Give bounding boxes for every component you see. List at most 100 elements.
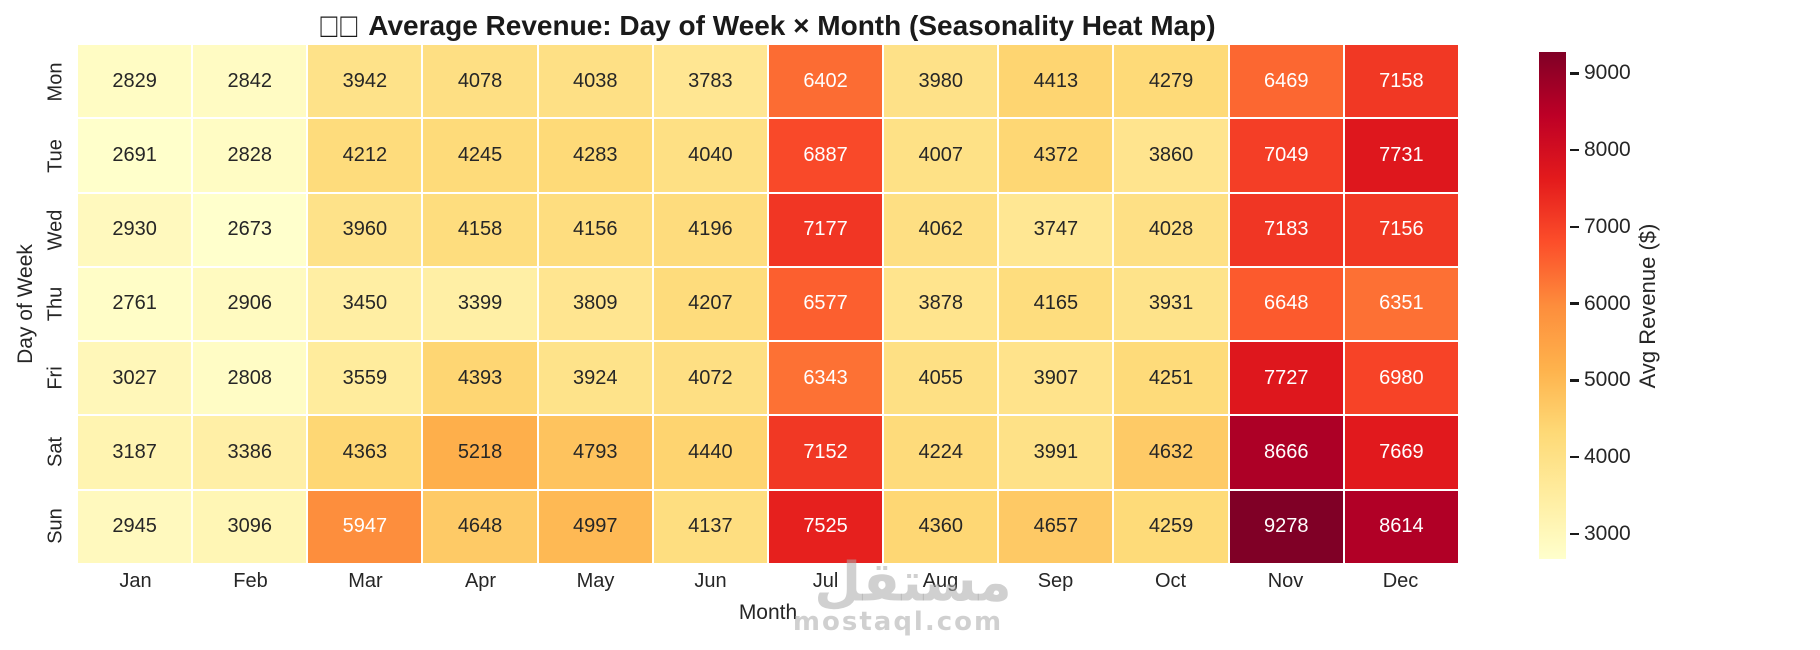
heatmap-cell: 7183 [1229,193,1343,266]
heatmap-cell: 8614 [1344,490,1458,563]
y-tick-label: Sat [44,436,67,468]
heatmap-cell: 4040 [653,119,767,192]
y-tick-label: Thu [44,286,67,322]
heatmap-cell: 4212 [308,119,422,192]
heatmap-cell: 4055 [884,342,998,415]
x-tick-label: Aug [922,570,959,592]
heatmap-cell: 5947 [308,490,422,563]
colorbar-tick-mark [1570,455,1579,459]
heatmap-cell: 6343 [768,342,883,415]
heatmap-cell: 3027 [78,342,192,415]
heatmap-cell: 3187 [78,416,192,489]
colorbar-tick-label: 5000 [1584,368,1631,392]
heatmap-cell: 6648 [1229,267,1343,341]
colorbar [1539,52,1566,559]
x-tick-label: May [576,570,615,592]
heatmap-cell: 4648 [423,490,537,563]
x-tick-label: Nov [1267,570,1304,592]
heatmap-grid: 2829 2842 3942 4078 4038 3783 6402 3980 4413 4279… [78,45,1458,563]
heatmap-cell: 7525 [768,490,883,563]
heatmap-cell: 3783 [653,45,767,118]
heatmap-cell: 4279 [1114,45,1228,118]
heatmap-cell: 3878 [884,267,998,341]
heatmap-cell: 4028 [1114,193,1228,266]
x-tick-label: Oct [1154,570,1187,592]
heatmap-cell: 3907 [999,342,1113,415]
heatmap-cell: 6402 [768,45,883,118]
heatmap-cell: 4283 [538,119,652,192]
colorbar-tick-label: 6000 [1584,291,1631,315]
heatmap-cell: 4158 [423,193,537,266]
heatmap-cell: 4259 [1114,490,1228,563]
heatmap-cell: 4251 [1114,342,1228,415]
heatmap-cell: 4363 [308,416,422,489]
heatmap-cell: 4072 [653,342,767,415]
heatmap-cell: 3386 [193,416,307,489]
x-axis-label: Month [738,601,798,624]
heatmap-cell: 6469 [1229,45,1343,118]
heatmap-cell: 4007 [884,119,998,192]
y-tick-label: Sun [44,508,67,544]
heatmap-cell: 7158 [1344,45,1458,118]
heatmap-cell: 6980 [1344,342,1458,415]
y-tick-label: Mon [44,62,67,102]
heatmap-cell: 7727 [1229,342,1343,415]
y-axis-label: Day of Week [14,244,37,364]
heatmap-cell: 8666 [1229,416,1343,489]
y-tick-label: Tue [44,139,67,173]
heatmap-cell: 4997 [538,490,652,563]
heatmap-cell: 4360 [884,490,998,563]
heatmap-cell: 3809 [538,267,652,341]
heatmap-cell: 4393 [423,342,537,415]
heatmap-cell: 4078 [423,45,537,118]
x-tick-label: Feb [233,570,268,592]
colorbar-tick-mark [1570,532,1579,536]
heatmap-cell: 4196 [653,193,767,266]
heatmap-cell: 3747 [999,193,1113,266]
heatmap-cell: 2673 [193,193,307,266]
heatmap-cell: 6577 [768,267,883,341]
y-tick-label: Fri [44,366,67,390]
colorbar-tick-label: 4000 [1584,445,1631,469]
heatmap-cell: 3991 [999,416,1113,489]
heatmap-cell: 4165 [999,267,1113,341]
heatmap-cell: 9278 [1229,490,1343,563]
heatmap-cell: 4632 [1114,416,1228,489]
colorbar-tick-label: 8000 [1584,138,1631,162]
heatmap-cell: 4793 [538,416,652,489]
heatmap-cell: 2906 [193,267,307,341]
colorbar-tick-label: 9000 [1584,61,1631,85]
heatmap-cell: 7152 [768,416,883,489]
x-tick-label: Apr [464,570,497,592]
x-tick-label: Jun [694,570,727,592]
heatmap-cell: 4062 [884,193,998,266]
colorbar-tick-mark [1570,302,1579,305]
y-tick-label: Wed [44,209,67,251]
heatmap-cell: 3931 [1114,267,1228,341]
heatmap-cell: 7049 [1229,119,1343,192]
heatmap-cell: 2945 [78,490,192,563]
chart-title-text: Average Revenue: Day of Week × Month (Se… [368,10,1216,41]
x-tick-label: Dec [1382,570,1419,592]
heatmap-cell: 2691 [78,119,192,192]
heatmap-cell: 3960 [308,193,422,266]
heatmap-cell: 4245 [423,119,537,192]
heatmap-cell: 7669 [1344,416,1458,489]
x-tick-label: Jul [812,570,839,592]
colorbar-tick-mark [1570,225,1579,229]
x-tick-label: Mar [348,570,383,592]
heatmap-cell: 5218 [423,416,537,489]
heatmap-cell: 4207 [653,267,767,341]
heatmap-cell: 2829 [78,45,192,118]
heatmap-cell: 2808 [193,342,307,415]
heatmap-cell: 3399 [423,267,537,341]
heatmap-cell: 3096 [193,490,307,563]
heatmap-cell: 4137 [653,490,767,563]
heatmap-cell: 7156 [1344,193,1458,266]
colorbar-tick-mark [1570,72,1579,75]
heatmap-cell: 4156 [538,193,652,266]
heatmap-cell: 4413 [999,45,1113,118]
x-tick-label: Sep [1037,570,1074,592]
heatmap-cell: 3450 [308,267,422,341]
